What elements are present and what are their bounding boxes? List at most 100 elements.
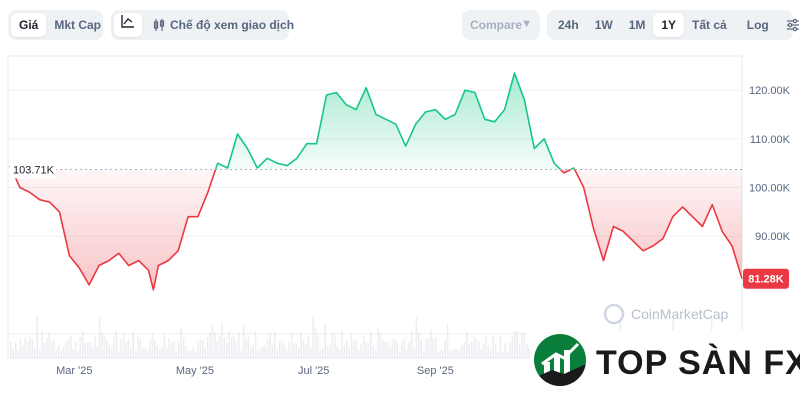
volume-bar (372, 346, 374, 358)
compare-dropdown[interactable]: Compare ▼ (462, 10, 540, 40)
volume-bar (178, 342, 180, 358)
volume-bar (94, 335, 96, 358)
area-below-baseline (11, 169, 216, 290)
volume-bar (485, 334, 487, 358)
volume-bar (322, 349, 324, 358)
volume-bar (38, 349, 41, 358)
range-1w[interactable]: 1W (594, 18, 613, 32)
volume-bar (290, 332, 293, 358)
line-chart-icon (121, 15, 134, 28)
volume-bar (386, 341, 389, 358)
volume-bar (235, 340, 238, 358)
range-all[interactable]: Tất cả (692, 18, 727, 32)
chart-mode-toggle: Chế độ xem giao dịch (111, 10, 294, 40)
range-24h[interactable]: 24h (558, 18, 579, 32)
volume-bar (394, 339, 396, 358)
volume-bar (209, 332, 211, 358)
volume-bar (458, 349, 461, 358)
volume-bar (295, 343, 298, 358)
line-chart-button[interactable] (114, 13, 142, 37)
price-line-down (10, 169, 217, 291)
volume-bar (101, 331, 103, 358)
volume-bar (50, 342, 53, 358)
volume-bar (24, 337, 26, 358)
volume-bar (454, 348, 456, 358)
volume-bar (43, 342, 46, 358)
volume-bar (269, 333, 271, 358)
volume-bar (444, 341, 446, 358)
y-tick-label: 120.00K (749, 85, 791, 97)
volume-bar (482, 342, 485, 358)
volume-bar (470, 341, 473, 358)
range-1m[interactable]: 1M (628, 18, 646, 32)
volume-bar (415, 317, 418, 358)
volume-bar (336, 345, 338, 358)
volume-bar (197, 342, 199, 358)
volume-bar (286, 350, 288, 358)
sliders-icon (786, 18, 799, 32)
volume-bar (168, 338, 170, 358)
volume-bar (161, 346, 163, 358)
volume-bar (514, 330, 516, 358)
volume-bar (396, 341, 398, 358)
tab-price[interactable]: Giá (11, 13, 47, 37)
current-price-badge (743, 268, 789, 289)
volume-bar (341, 330, 343, 358)
volume-bar (98, 317, 101, 358)
settings-button[interactable] (781, 13, 800, 37)
y-tick-label: 90.00K (755, 231, 791, 243)
volume-bar (487, 347, 490, 358)
volume-bar (305, 344, 307, 358)
chart-toolbar: Giá Mkt Cap Chế độ xem giao dịch Compare… (0, 0, 800, 50)
volume-bar (218, 334, 221, 358)
volume-bar (492, 335, 494, 358)
volume-bar (173, 341, 175, 358)
volume-bar (319, 350, 322, 358)
volume-bar (432, 338, 434, 358)
volume-bar (422, 351, 425, 358)
volume-bar (115, 330, 118, 358)
volume-bar (439, 349, 442, 358)
volume-bar (19, 339, 22, 358)
volume-bar (250, 347, 252, 358)
volume-bar (67, 338, 70, 358)
volume-bar (156, 345, 158, 358)
volume-bar (194, 351, 197, 358)
volume-bar (55, 348, 58, 358)
volume-bar (362, 335, 365, 358)
log-scale-button[interactable]: Log (746, 18, 769, 32)
volume-bar (89, 342, 91, 358)
volume-bar (108, 344, 110, 358)
range-selector: 24h 1W 1M 1Y Tất cả Log (547, 10, 799, 40)
volume-bar (360, 343, 362, 358)
volume-bar (144, 348, 146, 358)
volume-bar (65, 341, 67, 358)
volume-bar (502, 351, 504, 358)
volume-bar (223, 338, 226, 358)
volume-bar (329, 344, 331, 358)
range-1y[interactable]: 1Y (653, 13, 685, 37)
volume-bar (425, 338, 427, 358)
volume-bar (96, 346, 98, 358)
volume-bar (442, 350, 444, 358)
volume-bar (410, 330, 413, 358)
volume-bar (264, 345, 266, 358)
volume-bar (48, 332, 50, 358)
brand-name: TOP SÀN FX (596, 344, 800, 382)
volume-bar (62, 346, 65, 358)
volume-bar (10, 341, 12, 358)
volume-bar (245, 337, 247, 358)
volume-bar (146, 350, 149, 358)
volume-bar (163, 334, 166, 358)
volume-bar (103, 335, 106, 358)
tab-market-cap[interactable]: Mkt Cap (54, 18, 102, 32)
trading-view-button[interactable]: Chế độ xem giao dịch (142, 13, 302, 37)
volume-bar (506, 351, 509, 358)
volume-bar (497, 351, 499, 358)
volume-bar (358, 350, 360, 358)
volume-bar (499, 336, 502, 358)
volume-bar (259, 347, 262, 358)
volume-bar (475, 338, 478, 358)
volume-bar (346, 339, 348, 358)
metric-toggle: Giá Mkt Cap (8, 10, 103, 40)
